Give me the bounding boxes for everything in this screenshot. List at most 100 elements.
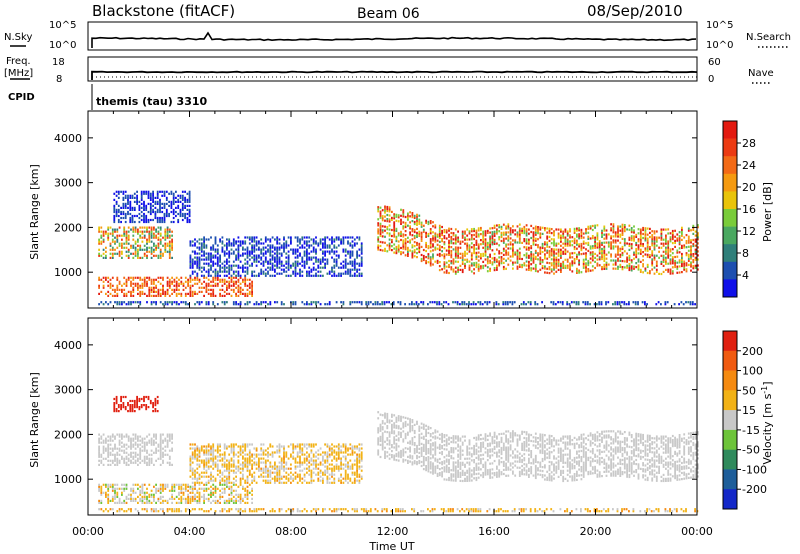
range-gate-cell: [251, 244, 253, 247]
range-gate-cell: [116, 234, 119, 237]
range-gate-cell: [264, 301, 267, 304]
range-gate-cell: [139, 236, 142, 239]
range-gate-cell: [303, 260, 306, 263]
range-gate-cell: [555, 244, 558, 247]
range-gate-cell: [200, 244, 203, 247]
range-gate-cell: [443, 253, 446, 256]
range-gate-cell: [166, 461, 169, 464]
range-gate-cell: [506, 301, 509, 304]
range-gate-cell: [665, 262, 667, 265]
range-gate-cell: [171, 276, 173, 279]
range-gate-cell: [612, 245, 615, 248]
range-gate-cell: [653, 272, 656, 275]
range-gate-cell: [644, 303, 646, 306]
range-gate-cell: [436, 233, 439, 236]
range-gate-cell: [111, 435, 114, 438]
range-gate-cell: [141, 284, 144, 287]
range-gate-cell: [537, 230, 539, 233]
range-gate-cell: [601, 247, 603, 251]
range-gate-cell: [226, 485, 228, 488]
range-gate-cell: [203, 445, 205, 448]
range-gate-cell: [623, 226, 626, 229]
range-gate-cell: [687, 227, 690, 230]
range-gate-cell: [152, 200, 154, 203]
range-gate-cell: [107, 294, 110, 297]
range-gate-cell: [550, 264, 553, 267]
range-gate-cell: [598, 256, 601, 259]
range-gate-cell: [125, 234, 128, 237]
range-gate-cell: [415, 301, 418, 304]
range-gate-cell: [582, 246, 585, 249]
range-gate-cell: [123, 232, 126, 235]
range-gate-cell: [121, 244, 123, 247]
range-gate-cell: [196, 264, 199, 267]
range-gate-cell: [459, 264, 462, 267]
range-gate-cell: [157, 489, 160, 492]
range-gate-cell: [132, 499, 135, 502]
range-gate-cell: [685, 262, 688, 265]
range-gate-cell: [637, 266, 640, 269]
range-gate-cell: [168, 435, 171, 438]
range-gate-cell: [139, 451, 142, 454]
range-gate-cell: [111, 433, 114, 436]
range-gate-cell: [544, 249, 546, 252]
range-gate-cell: [294, 268, 297, 271]
range-gate-cell: [518, 255, 521, 258]
range-gate-cell: [353, 264, 356, 267]
range-gate-cell: [244, 447, 247, 450]
range-gate-cell: [420, 235, 423, 238]
range-gate-cell: [489, 245, 491, 248]
range-gate-cell: [175, 292, 178, 295]
range-gate-cell: [324, 250, 326, 253]
range-gate-cell: [159, 437, 162, 440]
range-gate-cell: [194, 252, 196, 255]
range-gate-cell: [461, 270, 464, 274]
colorbar-swatch: [723, 209, 737, 227]
range-gate-cell: [260, 252, 263, 255]
range-gate-cell: [111, 252, 114, 255]
range-gate-cell: [216, 262, 219, 265]
range-gate-cell: [591, 257, 594, 260]
range-gate-cell: [165, 208, 168, 211]
range-gate-cell: [367, 303, 370, 306]
range-gate-cell: [301, 246, 304, 249]
range-gate-cell: [532, 261, 535, 264]
range-gate-cell: [127, 278, 130, 281]
range-gate-cell: [443, 267, 446, 270]
range-gate-cell: [111, 288, 114, 291]
range-gate-cell: [639, 270, 642, 273]
range-gate-cell: [697, 250, 699, 253]
range-gate-cell: [560, 236, 562, 239]
range-gate-cell: [130, 445, 132, 448]
range-gate-cell: [441, 240, 443, 243]
range-gate-cell: [553, 260, 555, 263]
range-gate-cell: [308, 244, 311, 247]
range-gate-cell: [216, 276, 219, 279]
range-gate-cell: [244, 248, 247, 251]
range-gate-cell: [335, 246, 338, 249]
range-gate-cell: [105, 439, 107, 442]
range-gate-cell: [496, 258, 498, 261]
range-gate-cell: [328, 301, 331, 304]
range-gate-cell: [228, 477, 231, 480]
range-gate-cell: [118, 282, 121, 285]
range-gate-cell: [391, 210, 393, 213]
range-gate-cell: [139, 461, 142, 464]
range-gate-cell: [683, 268, 686, 271]
range-gate-cell: [585, 252, 587, 255]
range-gate-cell: [283, 303, 285, 306]
range-gate-cell: [228, 266, 231, 269]
range-gate-cell: [140, 406, 143, 409]
range-gate-cell: [555, 248, 558, 251]
range-gate-cell: [610, 243, 612, 246]
range-gate-cell: [187, 303, 189, 306]
range-gate-cell: [653, 240, 656, 243]
range-gate-cell: [172, 194, 175, 197]
range-gate-cell: [107, 290, 110, 293]
range-gate-cell: [397, 244, 400, 247]
range-gate-cell: [125, 292, 128, 295]
range-gate-cell: [349, 254, 352, 257]
range-gate-cell: [436, 259, 439, 262]
range-gate-cell: [152, 198, 154, 201]
range-gate-cell: [162, 495, 164, 498]
